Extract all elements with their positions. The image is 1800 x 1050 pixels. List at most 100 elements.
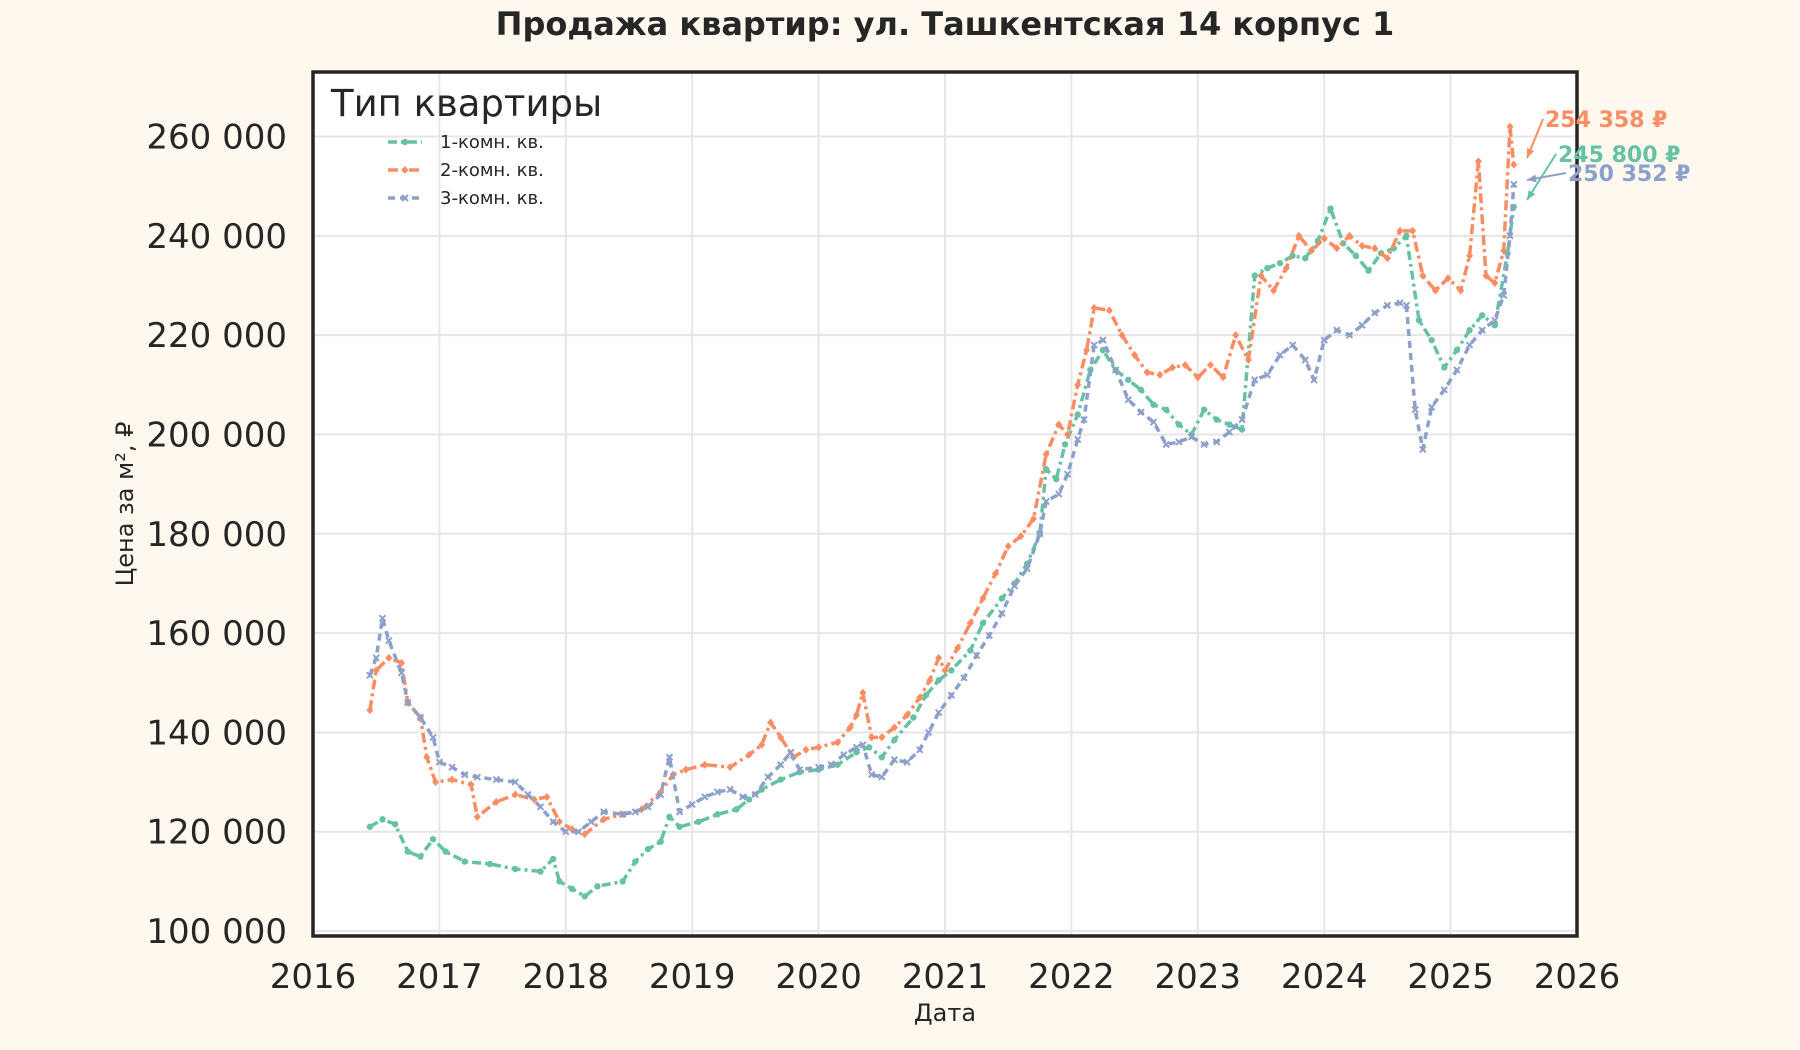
data-point [1510, 160, 1518, 169]
data-point [442, 848, 449, 855]
data-point [795, 765, 804, 774]
data-point [1225, 428, 1234, 436]
data-point [618, 810, 627, 819]
data-point [1118, 331, 1126, 340]
data-point [767, 718, 775, 727]
data-point [657, 838, 664, 845]
data-point [656, 790, 665, 799]
data-point [512, 865, 519, 873]
data-point [745, 750, 753, 759]
data-point [556, 878, 563, 885]
data-point [846, 723, 854, 732]
x-tick-label: 2019 [649, 957, 736, 997]
data-point [947, 691, 956, 699]
data-point [1238, 415, 1246, 424]
data-point [941, 666, 949, 675]
data-point [1064, 430, 1072, 439]
data-point [536, 803, 545, 811]
y-tick-label: 100 000 [146, 912, 287, 952]
data-point [473, 812, 481, 821]
end-label-2: 254 358 ₽ [1526, 108, 1667, 159]
data-point [594, 883, 601, 890]
data-point [666, 813, 673, 821]
end-value-label: 250 352 ₽ [1568, 162, 1690, 187]
data-point [979, 619, 987, 627]
data-point [1383, 254, 1391, 263]
data-point [619, 878, 626, 885]
data-point [1156, 370, 1164, 379]
data-point [1219, 373, 1227, 382]
data-point [777, 776, 784, 783]
x-axis-label: Дата [914, 999, 976, 1027]
data-point [890, 723, 898, 732]
data-point [600, 815, 608, 824]
data-point [1206, 360, 1214, 369]
data-point [665, 753, 674, 761]
data-point [1063, 470, 1072, 478]
data-point [1004, 542, 1012, 551]
data-point [1466, 251, 1474, 260]
x-tick-label: 2022 [1028, 957, 1115, 997]
data-point [1194, 373, 1202, 382]
data-point [745, 796, 753, 803]
data-point [372, 654, 380, 662]
data-point [1288, 341, 1297, 349]
data-point [878, 754, 885, 761]
data-point [1238, 426, 1246, 433]
data-point [1310, 376, 1318, 384]
data-point [1055, 420, 1063, 429]
data-point [701, 760, 709, 769]
data-point [1320, 234, 1328, 243]
data-point [739, 793, 747, 801]
data-point [926, 676, 934, 685]
y-tick-label: 120 000 [146, 813, 287, 853]
data-point [934, 708, 943, 717]
data-point [632, 858, 639, 865]
data-point [1478, 326, 1486, 334]
annotation-arrowhead [1526, 148, 1535, 158]
data-point [1415, 317, 1423, 324]
data-point [903, 758, 911, 766]
data-point [1213, 416, 1220, 423]
data-point [1402, 301, 1411, 310]
data-point [1409, 226, 1417, 235]
data-point [776, 760, 785, 769]
y-axis-ticks: 100 000 120 000 140 000 160 000 180 000 200 0… [146, 118, 287, 952]
data-point [486, 860, 494, 868]
data-point [1383, 301, 1392, 310]
data-point [1396, 299, 1404, 307]
data-point [1074, 435, 1082, 444]
data-point [1320, 336, 1328, 344]
data-point [1105, 306, 1113, 315]
data-point [992, 569, 1000, 578]
data-point [676, 823, 683, 830]
data-point [1163, 406, 1170, 413]
data-point [1453, 366, 1461, 374]
data-point [1055, 490, 1063, 498]
data-point [868, 733, 876, 742]
data-point [675, 808, 684, 816]
data-point [890, 756, 899, 764]
data-point [1466, 327, 1473, 334]
y-tick-label: 180 000 [146, 515, 287, 555]
data-point [1510, 180, 1518, 189]
data-point [834, 738, 842, 747]
data-point [417, 853, 424, 860]
data-point [1061, 441, 1069, 448]
data-point [1282, 264, 1290, 273]
data-point [1403, 232, 1410, 240]
data-point [910, 714, 917, 721]
data-point [814, 763, 823, 771]
data-point [1419, 271, 1427, 280]
x-tick-label: 2020 [775, 957, 862, 997]
data-point [1500, 246, 1508, 255]
data-point [859, 741, 867, 749]
data-point [1169, 363, 1177, 372]
y-tick-label: 200 000 [146, 415, 287, 455]
data-point [922, 691, 930, 699]
annotation-arrowhead [1527, 190, 1536, 200]
data-point [1053, 475, 1060, 483]
data-point [1465, 341, 1474, 349]
data-point [1333, 244, 1341, 253]
series-line [368, 184, 1516, 834]
